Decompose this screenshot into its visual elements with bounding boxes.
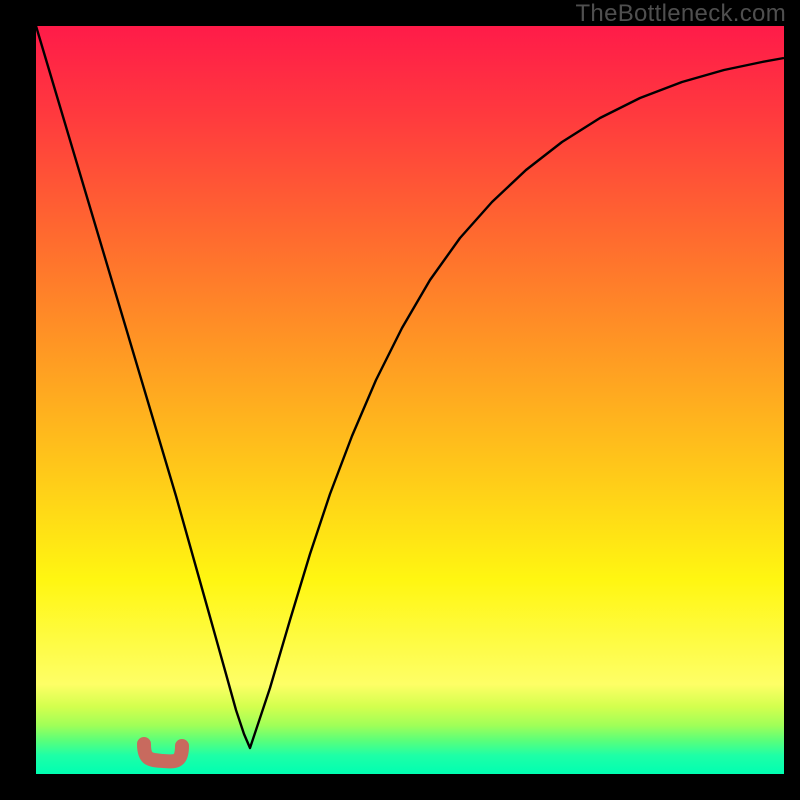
plot-background (0, 0, 800, 800)
chart-frame: TheBottleneck.com (0, 0, 800, 800)
watermark-text: TheBottleneck.com (575, 0, 786, 28)
